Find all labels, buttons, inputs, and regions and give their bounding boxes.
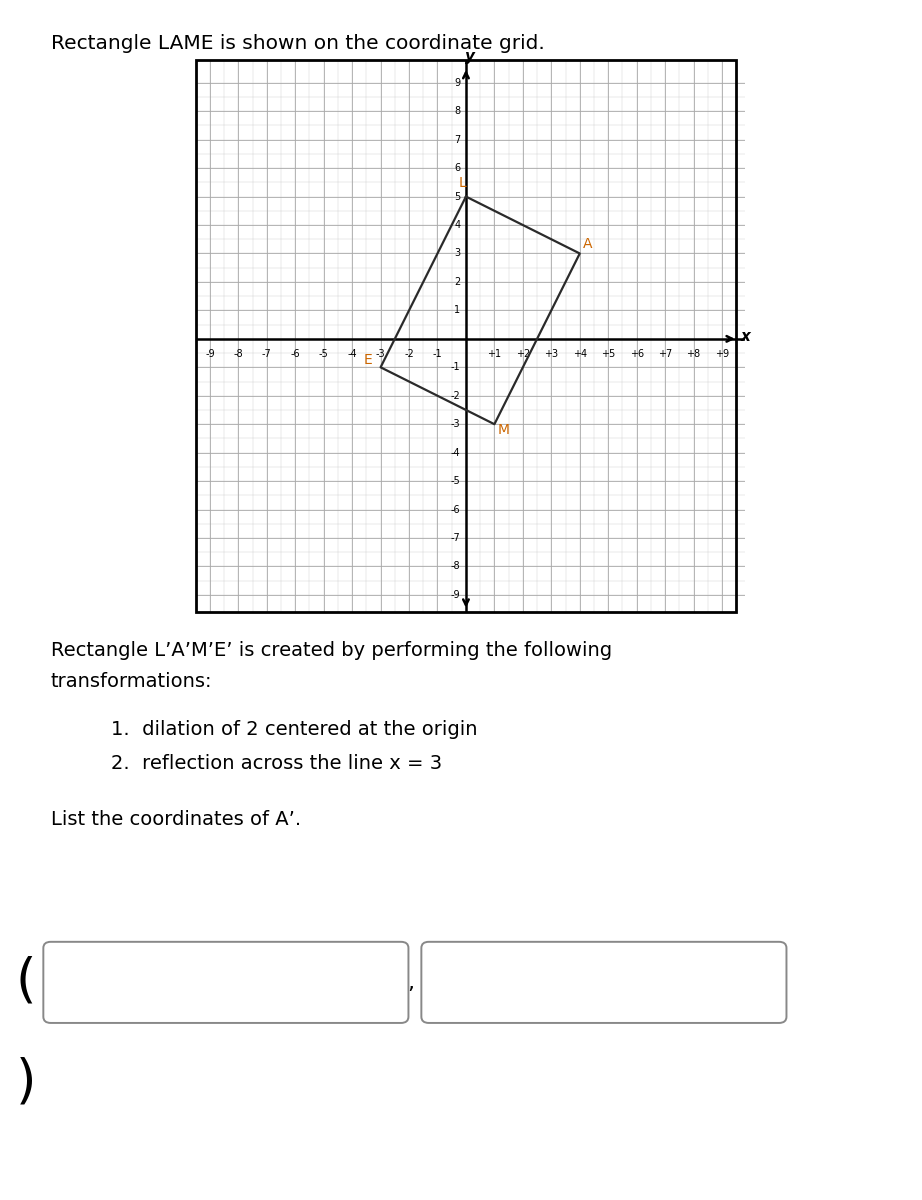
Text: -9: -9 bbox=[205, 349, 215, 359]
Text: E: E bbox=[363, 354, 372, 367]
FancyBboxPatch shape bbox=[421, 942, 786, 1022]
Text: +9: +9 bbox=[715, 349, 729, 359]
FancyBboxPatch shape bbox=[43, 942, 408, 1022]
Text: +7: +7 bbox=[658, 349, 672, 359]
Text: y: y bbox=[466, 49, 475, 65]
Text: ,: , bbox=[407, 973, 414, 994]
Text: -7: -7 bbox=[262, 349, 272, 359]
Text: -1: -1 bbox=[451, 362, 460, 372]
Text: 3: 3 bbox=[455, 248, 460, 258]
Text: +2: +2 bbox=[515, 349, 530, 359]
Text: (: ( bbox=[16, 955, 36, 1008]
Text: ): ) bbox=[16, 1057, 36, 1109]
Text: List the coordinates of A’.: List the coordinates of A’. bbox=[51, 810, 301, 829]
Text: -9: -9 bbox=[451, 590, 460, 600]
Text: 7: 7 bbox=[454, 134, 460, 145]
Text: +5: +5 bbox=[601, 349, 615, 359]
Text: transformations:: transformations: bbox=[51, 672, 212, 691]
Text: +8: +8 bbox=[687, 349, 701, 359]
Text: -8: -8 bbox=[233, 349, 243, 359]
Text: A: A bbox=[584, 236, 593, 251]
Text: Rectangle L’A’M’E’ is created by performing the following: Rectangle L’A’M’E’ is created by perform… bbox=[51, 641, 612, 660]
Text: -4: -4 bbox=[451, 448, 460, 457]
Text: 6: 6 bbox=[455, 163, 460, 173]
Text: -8: -8 bbox=[451, 562, 460, 571]
Text: 5: 5 bbox=[454, 192, 460, 202]
Text: -4: -4 bbox=[348, 349, 357, 359]
Text: -5: -5 bbox=[319, 349, 328, 359]
Text: 1: 1 bbox=[455, 305, 460, 316]
Text: -5: -5 bbox=[451, 476, 460, 486]
Text: 1.  dilation of 2 centered at the origin: 1. dilation of 2 centered at the origin bbox=[111, 720, 478, 739]
Text: M: M bbox=[498, 424, 510, 437]
Text: -3: -3 bbox=[451, 419, 460, 430]
Text: +1: +1 bbox=[488, 349, 502, 359]
Text: -1: -1 bbox=[432, 349, 443, 359]
Text: -6: -6 bbox=[290, 349, 300, 359]
Text: 2: 2 bbox=[454, 277, 460, 287]
Text: 8: 8 bbox=[455, 107, 460, 116]
Text: 2.  reflection across the line x = 3: 2. reflection across the line x = 3 bbox=[111, 754, 442, 773]
Text: +4: +4 bbox=[573, 349, 586, 359]
Text: -7: -7 bbox=[451, 533, 460, 544]
Text: 9: 9 bbox=[455, 78, 460, 88]
Text: 4: 4 bbox=[455, 220, 460, 230]
Text: -2: -2 bbox=[404, 349, 414, 359]
Text: +3: +3 bbox=[544, 349, 559, 359]
Text: L: L bbox=[459, 175, 467, 190]
Text: +6: +6 bbox=[630, 349, 644, 359]
Text: -2: -2 bbox=[451, 391, 460, 401]
Text: Rectangle LAME is shown on the coordinate grid.: Rectangle LAME is shown on the coordinat… bbox=[51, 34, 545, 53]
Text: -6: -6 bbox=[451, 504, 460, 515]
Text: -3: -3 bbox=[376, 349, 385, 359]
Text: x: x bbox=[740, 329, 751, 343]
